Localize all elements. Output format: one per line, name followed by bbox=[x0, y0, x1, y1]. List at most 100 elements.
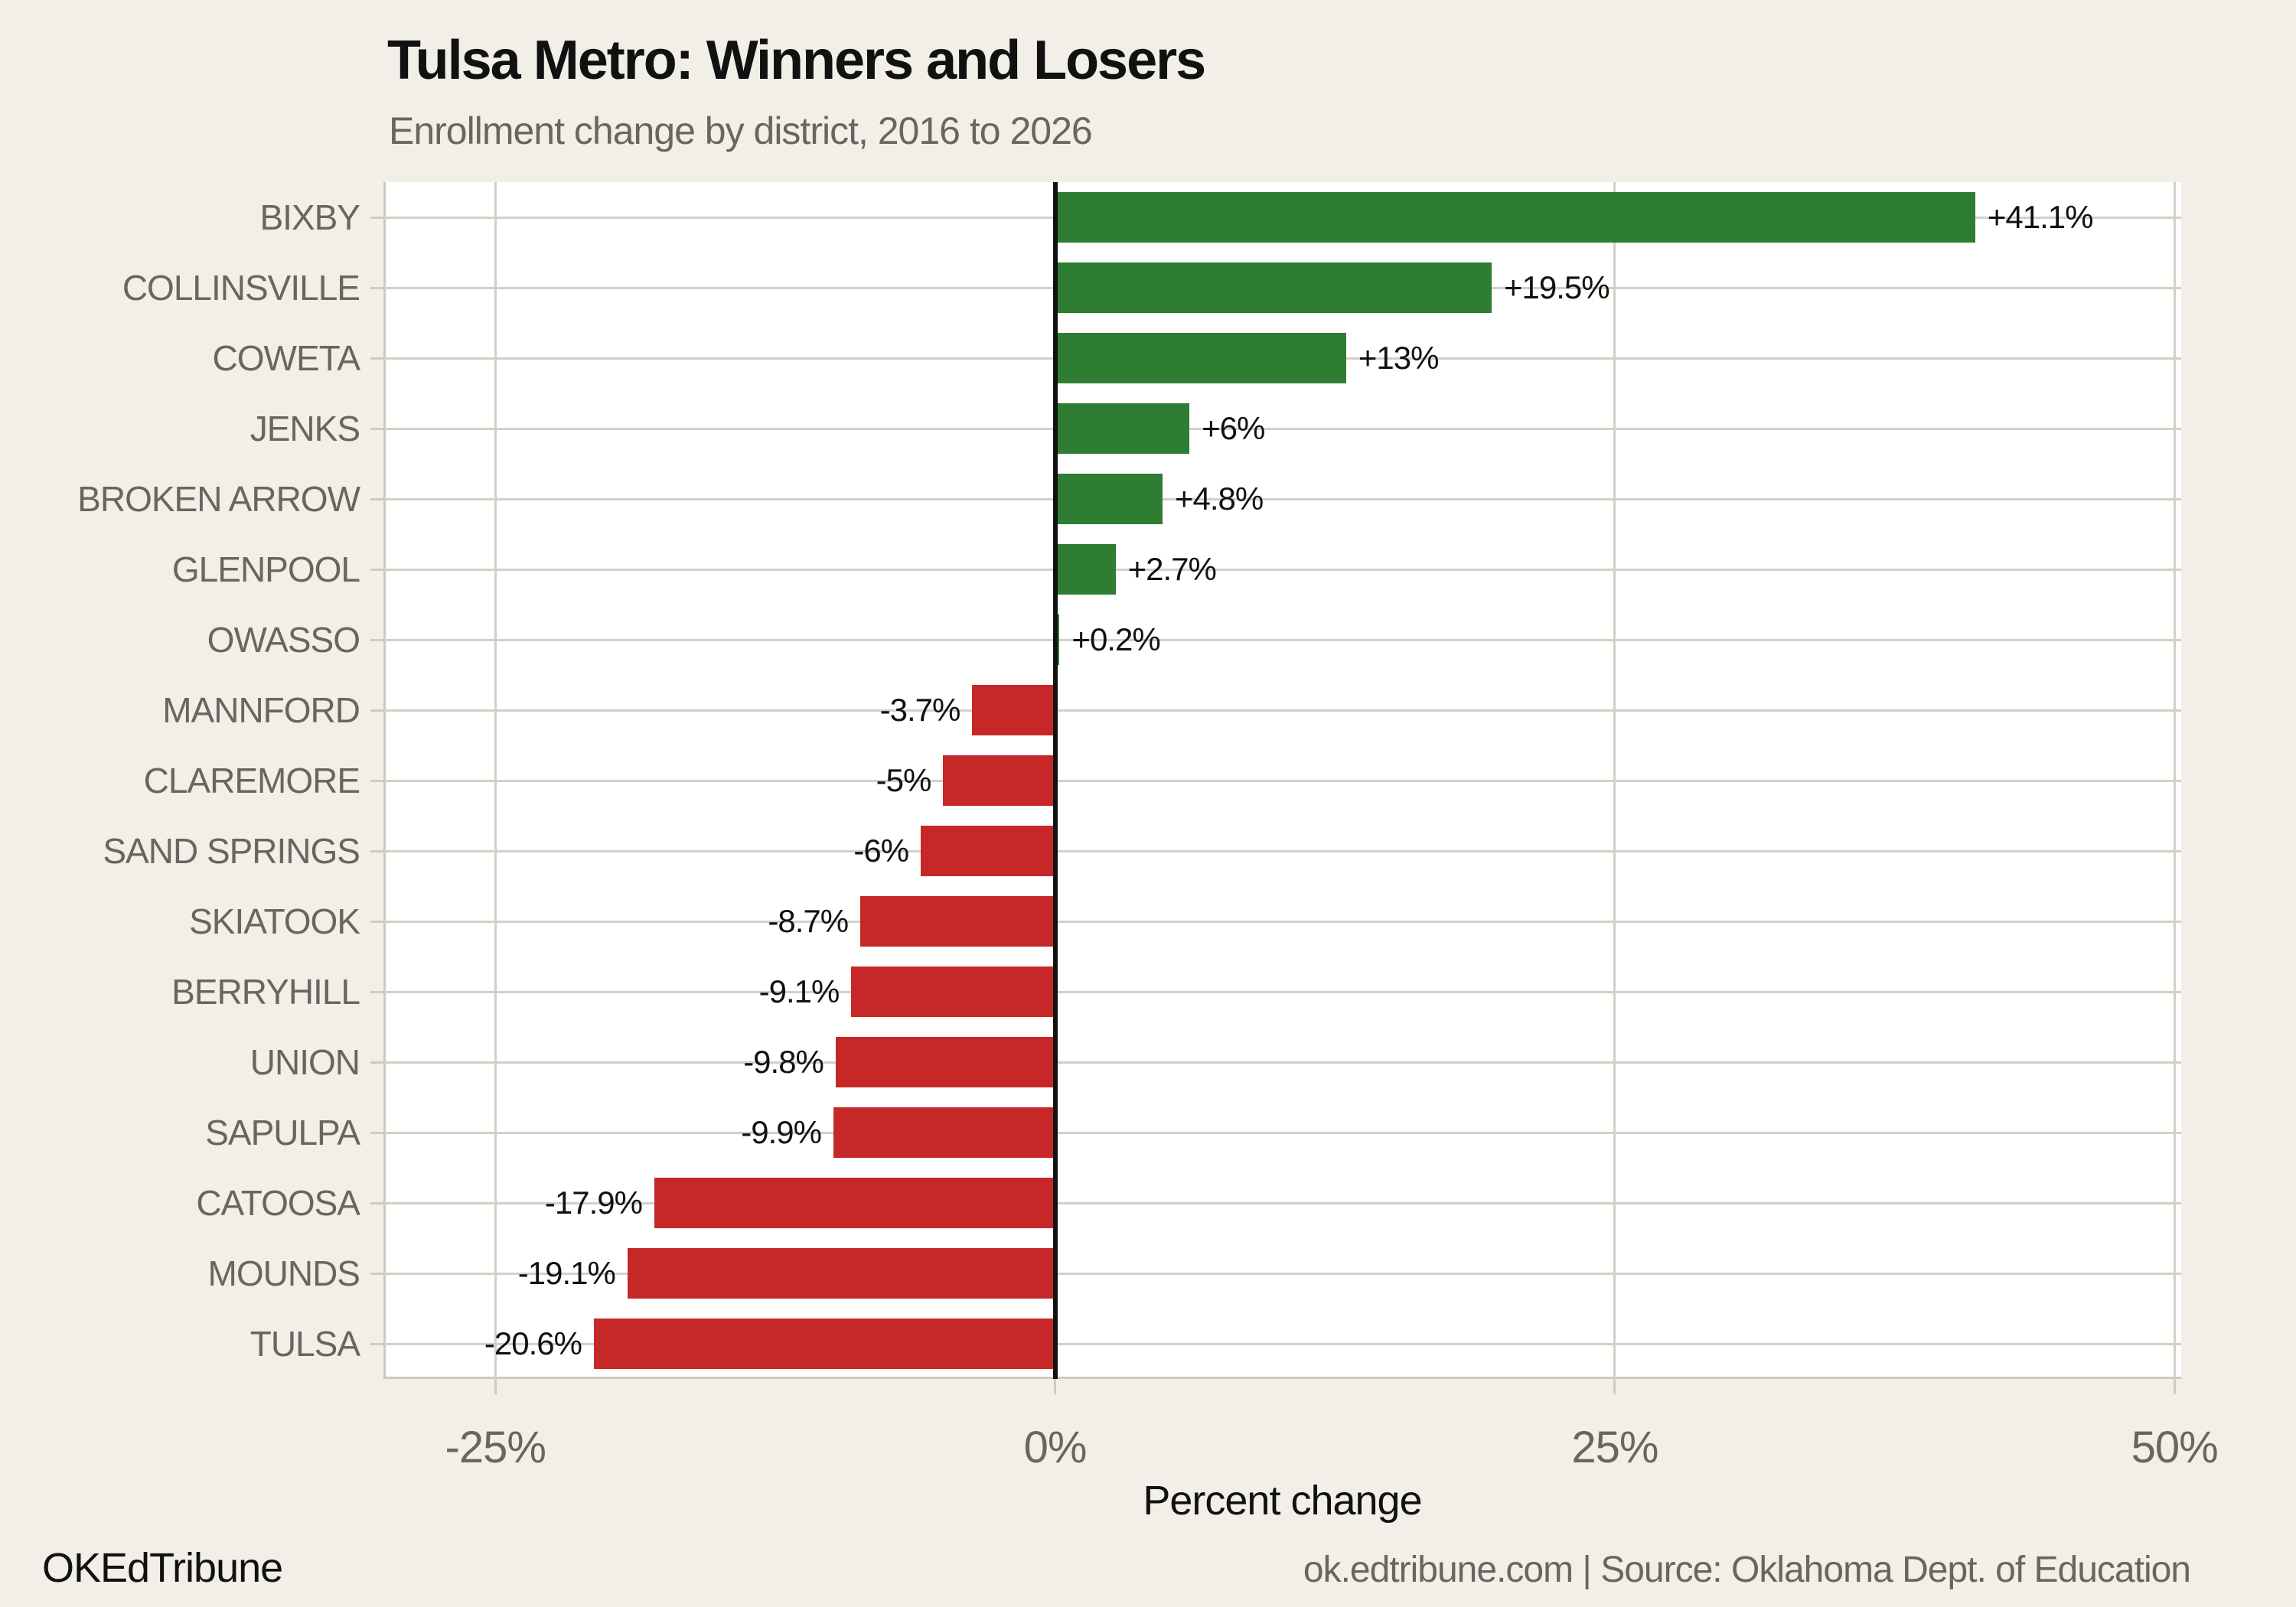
value-label: -19.1% bbox=[517, 1255, 616, 1291]
x-axis-title: Percent change bbox=[1143, 1478, 1422, 1524]
y-axis-tick bbox=[370, 1201, 383, 1204]
category-label: COWETA bbox=[212, 338, 360, 378]
bar bbox=[1055, 333, 1346, 383]
category-label: CLAREMORE bbox=[143, 761, 360, 800]
row-gridline bbox=[383, 497, 2181, 500]
x-gridline bbox=[2173, 182, 2176, 1379]
y-axis-tick bbox=[370, 497, 383, 500]
value-label: +4.8% bbox=[1174, 481, 1264, 517]
bar bbox=[943, 755, 1055, 806]
bar bbox=[593, 1319, 1055, 1369]
y-axis-tick bbox=[370, 709, 383, 712]
bar bbox=[627, 1248, 1055, 1299]
value-label: -5% bbox=[876, 762, 932, 798]
category-label: MOUNDS bbox=[207, 1253, 360, 1293]
x-tick-label: -25% bbox=[445, 1423, 546, 1472]
row-gridline bbox=[383, 1272, 2181, 1275]
y-axis-tick bbox=[370, 1272, 383, 1275]
row-gridline bbox=[383, 849, 2181, 852]
bar bbox=[921, 826, 1055, 876]
category-label: GLENPOOL bbox=[171, 549, 360, 589]
x-axis-tick bbox=[1054, 1379, 1057, 1394]
bar bbox=[654, 1178, 1055, 1228]
row-gridline bbox=[383, 427, 2181, 430]
y-axis-tick bbox=[370, 920, 383, 923]
row-gridline bbox=[383, 1342, 2181, 1345]
value-label: -8.7% bbox=[768, 903, 849, 939]
category-label: JENKS bbox=[249, 409, 360, 448]
y-axis-tick bbox=[370, 357, 383, 360]
bar bbox=[1055, 544, 1116, 595]
y-axis-labels: BIXBY COLLINSVILLE COWETA JENKS BROKEN ARROW… bbox=[0, 182, 360, 1379]
bar bbox=[860, 896, 1055, 947]
row-gridline bbox=[383, 990, 2181, 993]
value-label: +19.5% bbox=[1504, 269, 1610, 305]
bar bbox=[1055, 403, 1190, 454]
plot-area: +41.1% +19.5% +13% +6% +4.8% +2.7% +0.2% -3.7% -… bbox=[370, 182, 2219, 1472]
bar bbox=[833, 1107, 1055, 1158]
value-label: +41.1% bbox=[1987, 199, 2094, 235]
value-label: +6% bbox=[1202, 410, 1265, 446]
category-label: SKIATOOK bbox=[189, 901, 360, 941]
bar bbox=[1055, 192, 1975, 243]
category-label: SAND SPRINGS bbox=[103, 831, 360, 871]
bar bbox=[1055, 474, 1163, 524]
value-label: -3.7% bbox=[879, 692, 961, 728]
value-label: +13% bbox=[1358, 340, 1440, 376]
y-axis-tick bbox=[370, 216, 383, 219]
value-label: -9.8% bbox=[743, 1044, 824, 1080]
y-axis-tick bbox=[370, 779, 383, 782]
bar bbox=[851, 966, 1055, 1017]
row-gridline bbox=[383, 779, 2181, 782]
row-gridline bbox=[383, 920, 2181, 923]
bar bbox=[1055, 262, 1492, 313]
x-axis-tick bbox=[494, 1379, 497, 1394]
row-gridline bbox=[383, 1131, 2181, 1134]
chart-title: Tulsa Metro: Winners and Losers bbox=[387, 30, 1206, 91]
row-gridline bbox=[383, 638, 2181, 641]
category-label: BROKEN ARROW bbox=[77, 479, 360, 519]
y-axis-tick bbox=[370, 427, 383, 430]
y-axis-tick bbox=[370, 1061, 383, 1064]
category-label: MANNFORD bbox=[162, 690, 360, 730]
category-label: BERRYHILL bbox=[171, 972, 360, 1012]
bar bbox=[835, 1037, 1055, 1087]
x-axis-tick bbox=[2173, 1379, 2176, 1394]
value-label: -17.9% bbox=[544, 1185, 643, 1221]
x-axis-tick bbox=[1613, 1379, 1616, 1394]
x-gridline bbox=[1613, 182, 1616, 1379]
row-gridline bbox=[383, 1061, 2181, 1064]
value-label: +0.2% bbox=[1071, 621, 1160, 657]
x-tick-label: 0% bbox=[1023, 1423, 1088, 1472]
category-label: SAPULPA bbox=[205, 1113, 360, 1152]
x-tick-label: 50% bbox=[2131, 1423, 2219, 1472]
y-axis-tick bbox=[370, 286, 383, 289]
x-tick-label: 25% bbox=[1571, 1423, 1658, 1472]
bar bbox=[972, 685, 1055, 735]
footer-brand: OKEdTribune bbox=[42, 1545, 283, 1591]
category-label: TULSA bbox=[249, 1324, 360, 1364]
value-label: -20.6% bbox=[484, 1325, 582, 1361]
category-label: BIXBY bbox=[259, 197, 360, 237]
x-gridline bbox=[494, 182, 497, 1379]
y-axis-tick bbox=[370, 1342, 383, 1345]
row-gridline bbox=[383, 568, 2181, 571]
zero-line bbox=[1052, 182, 1058, 1379]
y-axis-tick bbox=[370, 849, 383, 852]
category-label: CATOOSA bbox=[196, 1183, 360, 1223]
y-axis-tick bbox=[370, 1131, 383, 1134]
y-axis-tick bbox=[370, 990, 383, 993]
y-axis-tick bbox=[370, 568, 383, 571]
y-axis-tick bbox=[370, 638, 383, 641]
value-label: -9.1% bbox=[758, 973, 840, 1009]
x-axis-line bbox=[383, 1377, 2181, 1379]
value-label: -6% bbox=[853, 833, 909, 869]
category-label: OWASSO bbox=[207, 620, 360, 660]
footer-source: ok.edtribune.com | Source: Oklahoma Dept… bbox=[1303, 1550, 2191, 1590]
row-gridline bbox=[383, 709, 2181, 712]
chart-subtitle: Enrollment change by district, 2016 to 2… bbox=[389, 109, 1093, 152]
value-label: +2.7% bbox=[1127, 551, 1217, 587]
value-label: -9.9% bbox=[741, 1114, 822, 1150]
row-gridline bbox=[383, 1201, 2181, 1204]
